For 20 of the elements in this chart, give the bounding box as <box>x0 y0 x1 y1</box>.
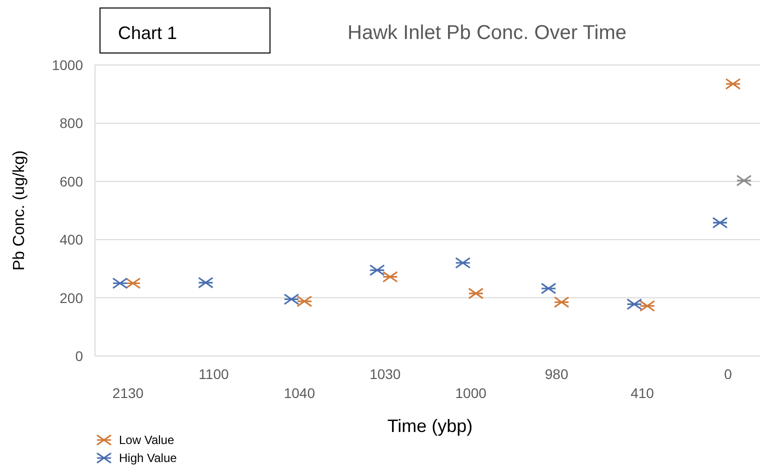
y-tick-label: 600 <box>60 173 84 190</box>
x-tick-label: 1100 <box>198 366 229 382</box>
x-tick-label: 0 <box>724 366 732 382</box>
caption: Chart 1 <box>118 23 178 43</box>
x-tick-label: 1030 <box>370 366 401 382</box>
y-tick-label: 0 <box>75 348 84 364</box>
x-tick-label: 410 <box>630 385 654 401</box>
chart-title: Hawk Inlet Pb Conc. Over Time <box>348 22 626 44</box>
x-tick-label: 980 <box>544 366 568 382</box>
x-tick-label: 2130 <box>112 385 144 401</box>
x-tick-label: 1000 <box>455 385 487 401</box>
y-tick-label: 1000 <box>52 57 84 73</box>
x-tick-label: 1040 <box>284 385 316 401</box>
legend-label: High Value <box>119 451 178 465</box>
y-tick-label: 800 <box>60 115 84 132</box>
y-tick-label: 400 <box>60 232 84 248</box>
x-axis-title: Time (ybp) <box>387 416 473 436</box>
y-tick-label: 200 <box>60 290 84 306</box>
y-axis-title: Pb Conc. (ug/kg) <box>11 150 28 271</box>
legend-label: Low Value <box>119 433 174 447</box>
